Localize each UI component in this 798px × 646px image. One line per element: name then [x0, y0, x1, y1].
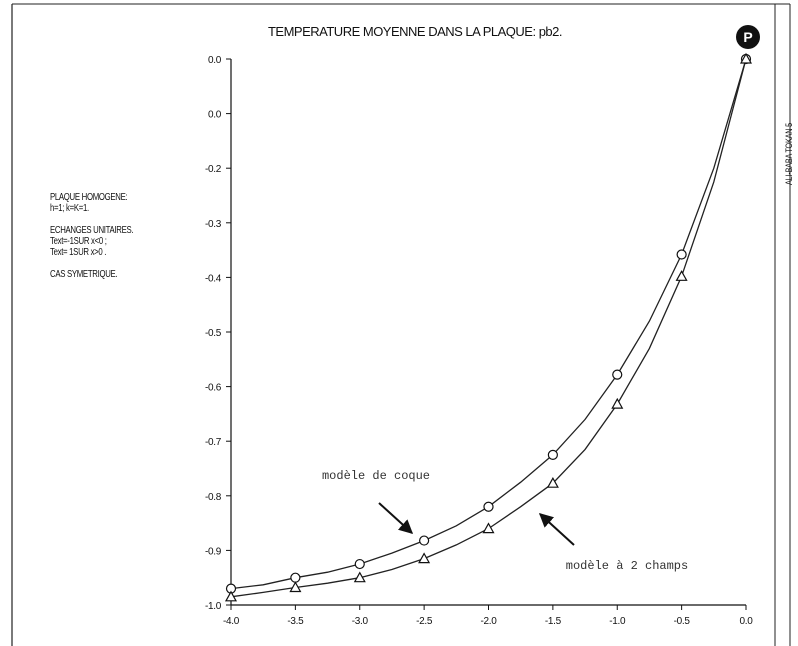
x-tick-label: -0.5	[674, 616, 691, 627]
x-tick-label: -3.0	[352, 616, 369, 627]
triangle-marker	[611, 397, 624, 409]
ticks-group: 0.0 0.0 -0.2 -0.3 -0.4 -0.5 -0.6 -0.7 -0.8 -0.9 -1…	[205, 55, 754, 627]
circle-marker	[419, 535, 430, 546]
x-tick-label: -1.0	[609, 616, 626, 627]
y-tick-label: -0.6	[205, 383, 222, 394]
annotation-modele-coque: modèle de coque	[322, 469, 430, 483]
series-line-2	[230, 58, 747, 598]
chart-title: TEMPERATURE MOYENNE DANS LA PLAQUE: pb2.	[268, 24, 562, 39]
triangle-marker	[675, 270, 688, 281]
circle-marker	[483, 501, 494, 512]
x-tick-label: -3.5	[287, 616, 304, 627]
arrow-coque	[378, 502, 414, 534]
triangle-marker	[546, 476, 559, 488]
circle-marker	[676, 249, 687, 260]
arrow-2-champs	[538, 513, 575, 546]
y-tick-label: -0.4	[205, 273, 222, 284]
annotation-modele-2-champs: modèle à 2 champs	[566, 559, 688, 573]
y-tick-label: -0.5	[205, 328, 222, 339]
y-tick-label: -1.0	[205, 601, 222, 612]
circle-marker	[290, 572, 301, 583]
series-group	[224, 52, 753, 602]
triangle-marker	[224, 590, 238, 602]
circle-marker	[547, 449, 558, 460]
circle-marker	[354, 558, 365, 570]
y-tick-label: -0.3	[205, 219, 222, 230]
x-tick-label: -1.5	[545, 616, 562, 627]
logo-icon: P	[736, 25, 760, 49]
circle-marker	[612, 369, 623, 380]
y-tick-label: -0.2	[205, 164, 222, 175]
side-note-2: h=1; k=K=1.	[50, 203, 89, 214]
x-tick-label: -2.5	[416, 616, 433, 627]
triangle-marker	[289, 581, 302, 593]
y-tick-label: 0.0	[208, 55, 222, 66]
side-note-5: Text= 1SUR x>0 .	[50, 247, 107, 258]
x-tick-label: -2.0	[480, 616, 497, 627]
y-tick-label: -0.8	[205, 492, 222, 503]
triangle-marker	[418, 552, 431, 564]
y-tick-label: -0.9	[205, 546, 222, 557]
x-tick-label: 0.0	[739, 616, 753, 627]
side-note-6: CAS SYMETRIQUE.	[50, 269, 118, 280]
triangle-marker	[353, 571, 366, 583]
svg-text:P: P	[743, 29, 752, 45]
side-note-3: ECHANGES UNITAIRES.	[50, 225, 134, 236]
vertical-caption: ALI-BABA TOKAN 5	[784, 122, 794, 185]
triangle-marker	[482, 522, 495, 534]
y-tick-label: -0.7	[205, 437, 222, 448]
triangle-marker	[739, 52, 753, 64]
side-note-1: PLAQUE HOMOGENE:	[50, 192, 128, 203]
x-tick-label: -4.0	[223, 616, 240, 627]
y-tick-label: 0.0	[208, 110, 222, 121]
side-notes: PLAQUE HOMOGENE: h=1; k=K=1. ECHANGES UN…	[50, 192, 134, 280]
side-note-4: Text=-1SUR x<0 ;	[50, 236, 107, 247]
